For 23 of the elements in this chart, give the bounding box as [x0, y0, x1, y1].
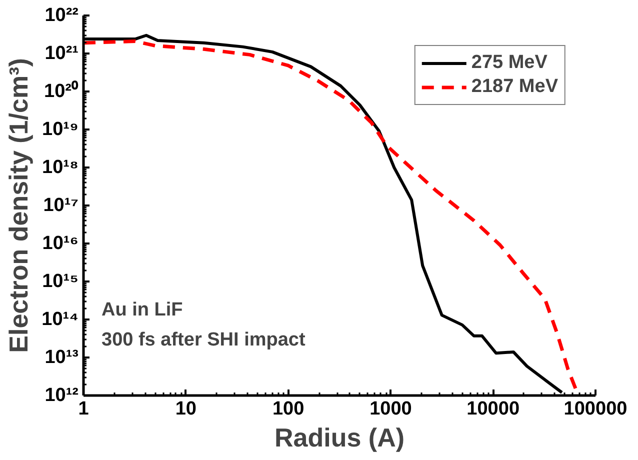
y-tick-label: 10¹²	[44, 385, 79, 406]
x-tick-label: 10	[175, 398, 196, 420]
y-tick-label: 10¹³	[44, 347, 79, 368]
annotation: Au in LiF	[102, 300, 183, 320]
legend-label: 2187 MeV	[471, 76, 558, 98]
x-tick-label: 10000	[466, 398, 520, 420]
y-tick-label: 10¹⁸	[42, 157, 79, 178]
y-tick-label: 10¹⁶	[42, 233, 79, 254]
annotation: 300 fs after SHI impact	[102, 330, 306, 350]
y-tick-label: 10¹⁷	[43, 195, 79, 216]
x-tick-label: 100	[272, 398, 304, 420]
y-tick-label: 10¹⁹	[42, 119, 79, 140]
y-tick-label: 10¹⁵	[42, 271, 79, 292]
y-axis-title: Electron density (1/cm³)	[4, 58, 34, 353]
y-tick-label: 10²¹	[44, 43, 79, 64]
legend-label: 275 MeV	[471, 52, 548, 74]
y-tick-label: 10²²	[44, 5, 79, 26]
x-tick-label: 1	[78, 398, 90, 420]
y-tick-label: 10¹⁴	[42, 309, 78, 330]
x-tick-label: 1000	[370, 398, 412, 420]
y-tick-label: 10²⁰	[44, 80, 79, 102]
x-axis-title: Radius (A)	[274, 422, 404, 452]
x-tick-label: 100000	[564, 398, 628, 420]
